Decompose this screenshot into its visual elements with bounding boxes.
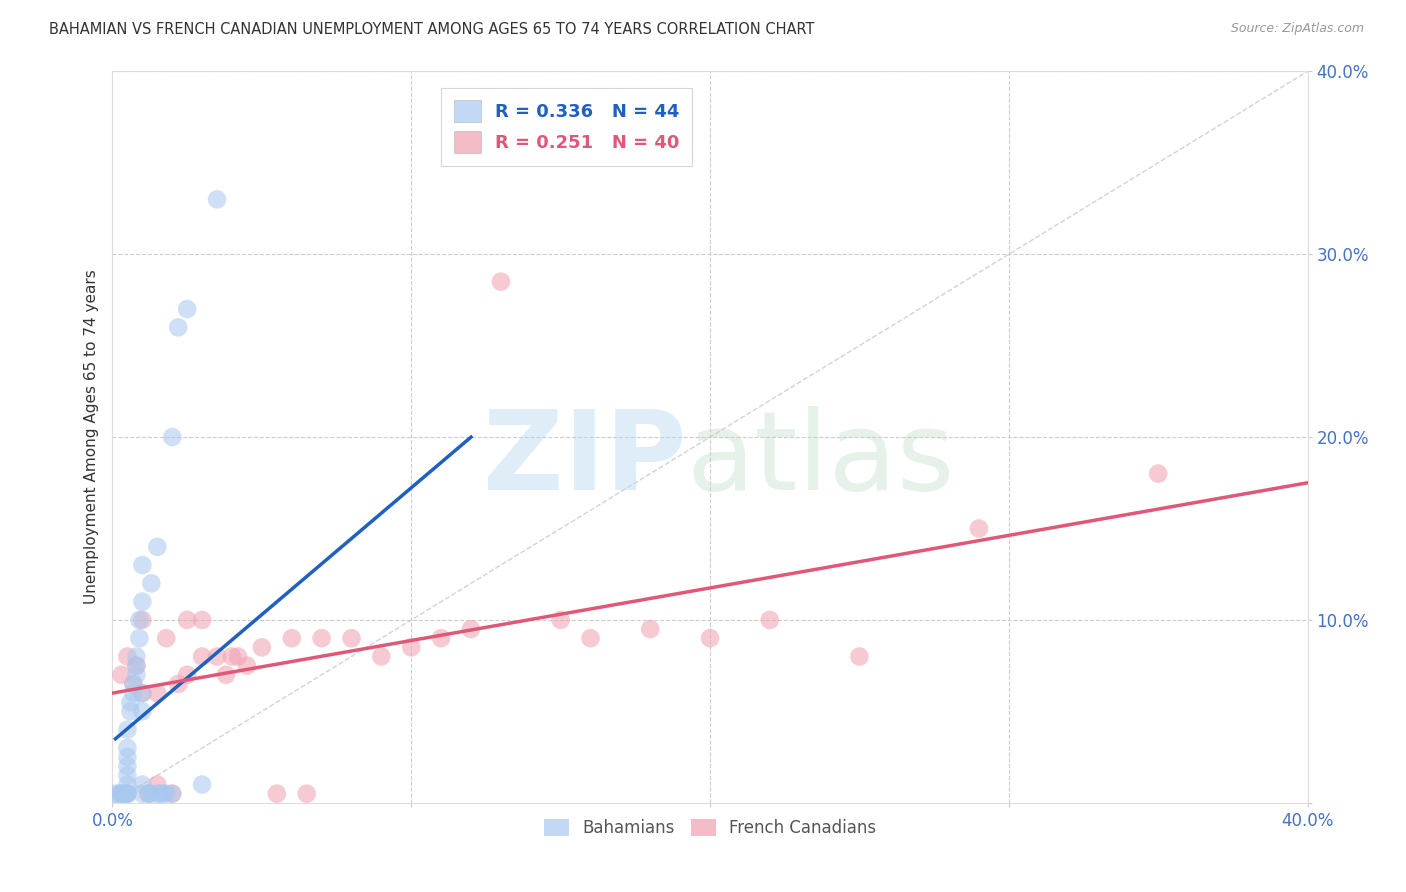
- Point: [146, 778, 169, 792]
- Point: [114, 787, 135, 801]
- Point: [205, 649, 228, 664]
- Point: [311, 632, 333, 646]
- Point: [141, 576, 163, 591]
- Point: [131, 705, 153, 719]
- Point: [128, 632, 150, 646]
- Text: Source: ZipAtlas.com: Source: ZipAtlas.com: [1230, 22, 1364, 36]
- Point: [104, 787, 127, 801]
- Point: [110, 787, 132, 801]
- Point: [162, 787, 183, 801]
- Point: [221, 649, 243, 664]
- Legend: Bahamians, French Canadians: Bahamians, French Canadians: [536, 811, 884, 846]
- Point: [146, 540, 169, 554]
- Point: [131, 686, 153, 700]
- Point: [281, 632, 304, 646]
- Point: [131, 613, 153, 627]
- Point: [699, 632, 721, 646]
- Point: [149, 787, 172, 801]
- Point: [250, 640, 273, 655]
- Point: [138, 787, 160, 801]
- Point: [110, 667, 132, 681]
- Point: [117, 649, 139, 664]
- Point: [266, 787, 288, 801]
- Point: [125, 649, 148, 664]
- Point: [107, 787, 129, 801]
- Point: [117, 787, 139, 801]
- Point: [146, 787, 169, 801]
- Point: [176, 301, 198, 317]
- Y-axis label: Unemployment Among Ages 65 to 74 years: Unemployment Among Ages 65 to 74 years: [83, 269, 98, 605]
- Point: [122, 677, 145, 691]
- Point: [162, 430, 183, 444]
- Point: [191, 778, 214, 792]
- Point: [131, 594, 153, 608]
- Point: [191, 613, 214, 627]
- Point: [117, 750, 139, 764]
- Point: [131, 558, 153, 573]
- Point: [114, 787, 135, 801]
- Point: [117, 768, 139, 782]
- Point: [460, 622, 482, 636]
- Point: [125, 658, 148, 673]
- Point: [167, 320, 190, 334]
- Point: [759, 613, 782, 627]
- Point: [176, 613, 198, 627]
- Point: [191, 649, 214, 664]
- Point: [215, 667, 238, 681]
- Point: [131, 686, 153, 700]
- Point: [125, 658, 148, 673]
- Point: [141, 787, 163, 801]
- Point: [176, 667, 198, 681]
- Point: [640, 622, 662, 636]
- Point: [120, 705, 142, 719]
- Point: [122, 677, 145, 691]
- Point: [128, 613, 150, 627]
- Point: [131, 778, 153, 792]
- Point: [131, 787, 153, 801]
- Text: BAHAMIAN VS FRENCH CANADIAN UNEMPLOYMENT AMONG AGES 65 TO 74 YEARS CORRELATION C: BAHAMIAN VS FRENCH CANADIAN UNEMPLOYMENT…: [49, 22, 814, 37]
- Point: [117, 723, 139, 737]
- Point: [430, 632, 453, 646]
- Point: [205, 192, 228, 206]
- Point: [155, 787, 177, 801]
- Point: [848, 649, 870, 664]
- Point: [117, 740, 139, 755]
- Point: [550, 613, 572, 627]
- Point: [967, 521, 990, 535]
- Point: [117, 778, 139, 792]
- Point: [152, 787, 174, 801]
- Point: [110, 787, 132, 801]
- Point: [489, 275, 512, 289]
- Point: [138, 787, 160, 801]
- Point: [146, 686, 169, 700]
- Point: [401, 640, 423, 655]
- Point: [295, 787, 318, 801]
- Point: [579, 632, 602, 646]
- Point: [117, 787, 139, 801]
- Point: [1147, 467, 1170, 481]
- Point: [340, 632, 363, 646]
- Point: [162, 787, 183, 801]
- Point: [125, 667, 148, 681]
- Text: ZIP: ZIP: [482, 406, 686, 513]
- Point: [122, 686, 145, 700]
- Point: [117, 787, 139, 801]
- Point: [167, 677, 190, 691]
- Point: [226, 649, 249, 664]
- Point: [155, 632, 177, 646]
- Point: [120, 695, 142, 709]
- Point: [117, 759, 139, 773]
- Point: [370, 649, 392, 664]
- Point: [236, 658, 259, 673]
- Text: atlas: atlas: [686, 406, 955, 513]
